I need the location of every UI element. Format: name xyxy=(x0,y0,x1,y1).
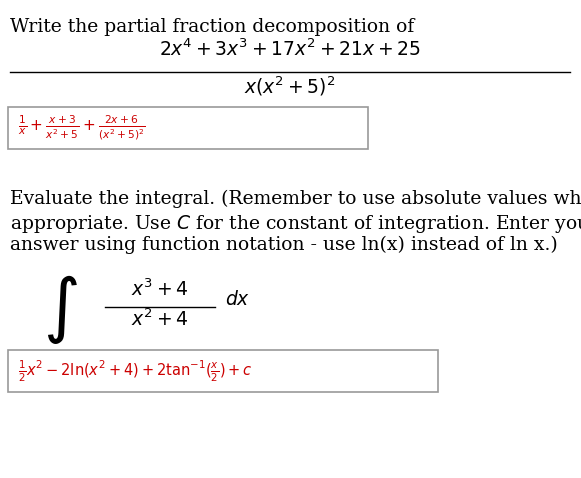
Text: Write the partial fraction decomposition of: Write the partial fraction decomposition… xyxy=(10,18,414,36)
Text: $x^2 + 4$: $x^2 + 4$ xyxy=(131,309,189,330)
Text: $\frac{1}{x} + \frac{x+3}{x^2+5} + \frac{2x+6}{(x^2+5)^2}$: $\frac{1}{x} + \frac{x+3}{x^2+5} + \frac… xyxy=(18,114,145,142)
Text: $2x^4 + 3x^3 + 17x^2 + 21x + 25$: $2x^4 + 3x^3 + 17x^2 + 21x + 25$ xyxy=(159,38,421,59)
Text: Evaluate the integral. (Remember to use absolute values where: Evaluate the integral. (Remember to use … xyxy=(10,190,581,208)
Bar xyxy=(8,350,438,392)
Bar xyxy=(8,107,368,149)
Text: $x^3 + 4$: $x^3 + 4$ xyxy=(131,278,189,300)
Text: $\frac{1}{2}x^2 - 2\ln(x^2+4) + 2\tan^{-1}\!(\frac{x}{2}) + c$: $\frac{1}{2}x^2 - 2\ln(x^2+4) + 2\tan^{-… xyxy=(18,358,253,384)
Text: answer using function notation - use ln(x) instead of ln x.): answer using function notation - use ln(… xyxy=(10,236,558,254)
Text: appropriate. Use $C$ for the constant of integration. Enter your: appropriate. Use $C$ for the constant of… xyxy=(10,213,581,235)
Text: $dx$: $dx$ xyxy=(225,290,250,309)
Text: $\int$: $\int$ xyxy=(42,273,77,346)
Text: $x(x^2 + 5)^2$: $x(x^2 + 5)^2$ xyxy=(245,74,336,98)
